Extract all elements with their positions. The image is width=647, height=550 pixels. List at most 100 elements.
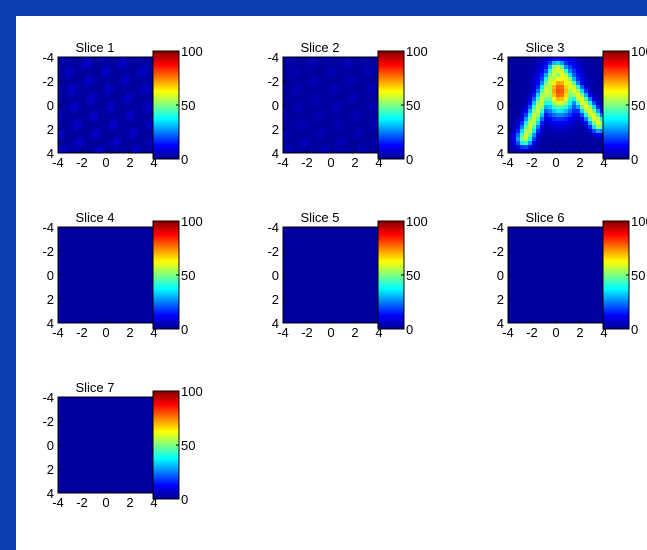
heatmap-cell <box>528 227 533 232</box>
heatmap-cell <box>82 489 87 494</box>
slice-title: Slice 7 <box>75 380 114 395</box>
heatmap-cell <box>580 105 585 110</box>
heatmap-cell <box>94 485 99 490</box>
heatmap-cell <box>110 57 115 62</box>
heatmap-cell <box>343 299 348 304</box>
heatmap-cell <box>114 291 119 296</box>
heatmap-cell <box>299 299 304 304</box>
heatmap-cell <box>347 61 352 66</box>
heatmap-cell <box>307 247 312 252</box>
heatmap-cell <box>548 255 553 260</box>
heatmap-cell <box>512 121 517 126</box>
heatmap-cell <box>66 421 71 426</box>
heatmap-cell <box>339 263 344 268</box>
heatmap-cell <box>351 85 356 90</box>
heatmap-cell <box>70 105 75 110</box>
heatmap-cell <box>106 129 111 134</box>
heatmap-cell <box>548 113 553 118</box>
heatmap-cell <box>66 57 71 62</box>
heatmap-cell <box>564 255 569 260</box>
heatmap-cell <box>596 73 601 78</box>
heatmap-cell <box>106 267 111 272</box>
heatmap-cell <box>58 235 63 240</box>
heatmap-cell <box>118 287 123 292</box>
heatmap-cell <box>524 81 529 86</box>
heatmap-cell <box>552 291 557 296</box>
heatmap-cell <box>552 137 557 142</box>
heatmap-cell <box>588 251 593 256</box>
heatmap-cell <box>371 69 376 74</box>
heatmap-cell <box>74 227 79 232</box>
heatmap-cell <box>114 97 119 102</box>
heatmap-cell <box>331 81 336 86</box>
heatmap-cell <box>106 425 111 430</box>
heatmap-cell <box>363 85 368 90</box>
heatmap-cell <box>66 299 71 304</box>
heatmap-cell <box>110 417 115 422</box>
heatmap-cell <box>307 283 312 288</box>
heatmap-cell <box>122 239 127 244</box>
heatmap-cell <box>90 409 95 414</box>
heatmap-cell <box>130 433 135 438</box>
heatmap-cell <box>122 101 127 106</box>
heatmap-cell <box>295 303 300 308</box>
heatmap-cell <box>90 259 95 264</box>
heatmap-cell <box>351 295 356 300</box>
heatmap-cell <box>371 315 376 320</box>
heatmap-cell <box>596 263 601 268</box>
heatmap-cell <box>532 271 537 276</box>
heatmap-cell <box>516 133 521 138</box>
heatmap-cell <box>544 231 549 236</box>
heatmap-cell <box>303 105 308 110</box>
heatmap-cell <box>540 303 545 308</box>
heatmap-cell <box>126 243 131 248</box>
heatmap-cell <box>150 117 155 122</box>
heatmap-cell <box>102 303 107 308</box>
heatmap-cell <box>146 425 151 430</box>
heatmap-cell <box>126 429 131 434</box>
heatmap-cell <box>311 247 316 252</box>
heatmap-cell <box>82 473 87 478</box>
heatmap-cell <box>142 489 147 494</box>
heatmap-cell <box>114 421 119 426</box>
heatmap-cell <box>596 311 601 316</box>
heatmap-cell <box>347 141 352 146</box>
heatmap-cell <box>315 101 320 106</box>
heatmap-cell <box>371 295 376 300</box>
heatmap-cell <box>134 449 139 454</box>
heatmap-cell <box>552 275 557 280</box>
heatmap-cell <box>572 77 577 82</box>
heatmap-cell <box>118 73 123 78</box>
heatmap-cell <box>114 307 119 312</box>
heatmap-cell <box>508 283 513 288</box>
heatmap-cell <box>146 255 151 260</box>
heatmap-cell <box>528 283 533 288</box>
heatmap-cell <box>600 299 605 304</box>
heatmap-cell <box>66 397 71 402</box>
heatmap-cell <box>355 89 360 94</box>
heatmap-cell <box>299 315 304 320</box>
heatmap-cell <box>311 235 316 240</box>
heatmap-cell <box>323 97 328 102</box>
heatmap-cell <box>335 307 340 312</box>
heatmap-cell <box>516 121 521 126</box>
heatmap-cell <box>118 291 123 296</box>
heatmap-cell <box>82 121 87 126</box>
heatmap-cell <box>106 105 111 110</box>
heatmap-cell <box>568 129 573 134</box>
heatmap-cell <box>307 271 312 276</box>
heatmap-cell <box>323 227 328 232</box>
heatmap-cell <box>556 69 561 74</box>
heatmap-cell <box>584 117 589 122</box>
heatmap-cell <box>536 299 541 304</box>
heatmap-cell <box>70 133 75 138</box>
heatmap-cell <box>548 141 553 146</box>
heatmap-cell <box>114 243 119 248</box>
heatmap-cell <box>375 283 380 288</box>
heatmap-cell <box>540 149 545 154</box>
heatmap-cell <box>98 133 103 138</box>
heatmap-cell <box>138 65 143 70</box>
heatmap-cell <box>126 283 131 288</box>
heatmap-cell <box>311 267 316 272</box>
heatmap-cell <box>283 81 288 86</box>
